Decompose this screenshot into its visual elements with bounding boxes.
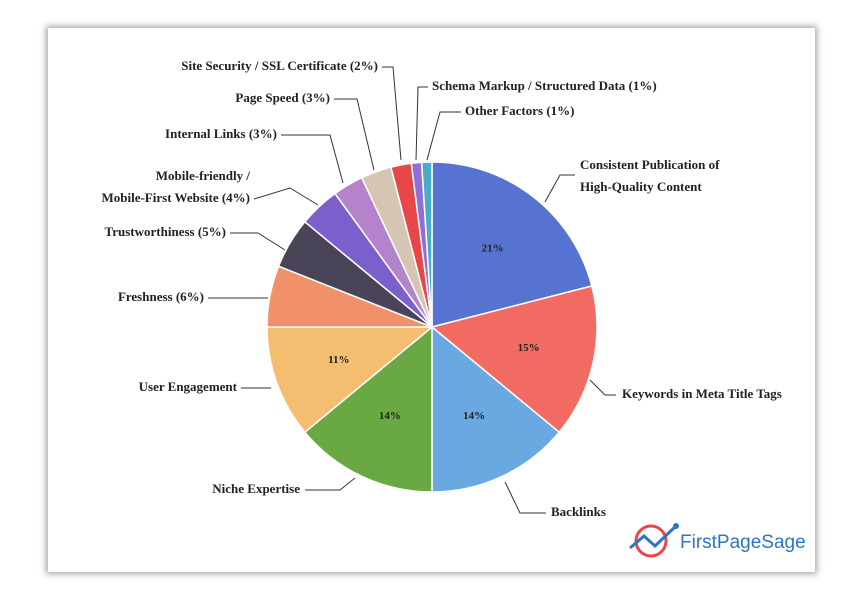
value-label: 15% <box>518 342 540 354</box>
leader-line <box>382 66 402 161</box>
value-label: 11% <box>328 354 349 366</box>
leader-line <box>415 86 428 161</box>
leader-line <box>281 134 344 184</box>
value-label: 21% <box>482 242 504 254</box>
value-label: 14% <box>463 410 485 422</box>
slice-label: Other Factors (1%) <box>465 103 575 118</box>
slice-label: Backlinks <box>551 504 606 519</box>
leader-line <box>589 379 616 396</box>
slice-label: Keywords in Meta Title Tags <box>622 386 782 401</box>
pie-slice <box>430 285 598 434</box>
leader-line <box>305 477 356 491</box>
logo-icon <box>629 523 679 558</box>
pie-slice <box>420 161 433 328</box>
leader-line <box>334 98 375 171</box>
slice-label: User Engagement <box>139 379 238 394</box>
pie-slice <box>303 325 433 493</box>
pie-slice <box>431 161 593 328</box>
slice-label: Mobile-friendly / Mobile-First Website (4… <box>101 168 250 205</box>
slice-label: Internal Links (3%) <box>165 126 277 141</box>
slice-label: Site Security / SSL Certificate (2%) <box>181 58 378 73</box>
leader-line <box>253 187 319 206</box>
slice-label: Niche Expertise <box>212 481 300 496</box>
pie-slice <box>431 325 561 493</box>
leader-line <box>504 481 546 514</box>
slice-label: Schema Markup / Structured Data (1%) <box>432 78 657 93</box>
logo-text: FirstPageSage <box>680 532 806 553</box>
slice-label: Trustworthiness (5%) <box>105 224 226 239</box>
leader-line <box>230 232 286 251</box>
slice-label: Freshness (6%) <box>118 289 204 304</box>
pie-slice <box>266 326 435 434</box>
leader-line <box>426 111 461 161</box>
value-label: 14% <box>379 410 401 422</box>
slice-label: Page Speed (3%) <box>235 90 330 105</box>
slice-label: Consistent Publication of High-Quality Co… <box>580 157 720 194</box>
leader-line <box>544 174 575 203</box>
